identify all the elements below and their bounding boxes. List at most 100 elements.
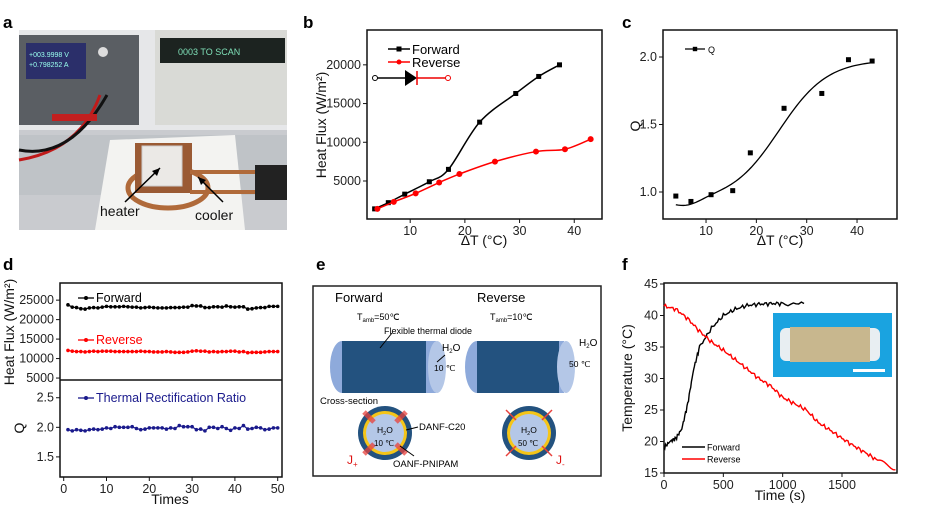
f-xtick-label: 1500 — [828, 478, 856, 492]
d-legend-marker — [84, 396, 88, 400]
d-point — [215, 350, 220, 354]
d-top-ytick-label: 5000 — [26, 371, 54, 385]
d-point — [138, 306, 143, 310]
d-point — [207, 350, 212, 354]
b-ytick-label: 5000 — [333, 174, 361, 188]
d-point — [233, 349, 237, 353]
d-xtick-label: 30 — [185, 482, 199, 496]
d-point — [271, 349, 276, 354]
d-legend-label: Thermal Rectification Ratio — [96, 391, 246, 405]
d-point — [104, 426, 109, 430]
d-top-ytick-label: 25000 — [19, 293, 54, 307]
d-point — [271, 304, 276, 309]
c-point-q — [869, 58, 875, 64]
d-point — [271, 426, 276, 430]
chart-c: 10 20 30 40 1.0 1.5 2.0 Q — [640, 29, 898, 238]
d-point — [258, 305, 263, 310]
c-point-q — [845, 57, 851, 63]
d-point — [250, 350, 254, 355]
f-ytick-label: 25 — [644, 403, 658, 417]
d-point — [160, 426, 164, 430]
d-point — [267, 427, 271, 431]
d-point — [203, 349, 207, 353]
d-legend-marker — [84, 338, 88, 342]
d-point — [83, 307, 87, 311]
b-point-reverse — [436, 179, 443, 186]
d-point — [117, 304, 122, 309]
d-point — [198, 349, 203, 353]
d-point — [168, 305, 173, 310]
d-point — [126, 425, 130, 430]
d-xlabel: Times — [151, 491, 189, 507]
panel-label-b: b — [303, 13, 313, 32]
d-point — [215, 304, 220, 309]
d-point — [181, 350, 186, 355]
d-point — [104, 304, 109, 309]
d-point — [194, 304, 199, 308]
d-point — [121, 425, 126, 430]
d-point — [151, 350, 156, 354]
d-point — [254, 350, 259, 355]
d-point — [258, 426, 263, 430]
d-point — [254, 306, 259, 310]
d-top-ytick-label: 20000 — [19, 313, 54, 327]
b-point-reverse — [412, 190, 419, 197]
d-point — [190, 349, 194, 353]
d-point — [220, 349, 224, 354]
d-point — [113, 304, 117, 309]
d-point — [138, 349, 143, 353]
f-inset-tube-body — [790, 327, 870, 362]
d-point — [186, 350, 190, 354]
d-point — [113, 424, 117, 429]
d-point — [173, 426, 177, 431]
display-scan: 0003 TO SCAN — [178, 47, 240, 57]
d-point — [91, 305, 96, 310]
c-point-q — [708, 192, 714, 198]
d-point — [147, 305, 152, 309]
panel-label-e: e — [316, 255, 325, 274]
panel-e-diagram: Forward Reverse Tamb=50℃ Tamb=10℃ Flexib… — [312, 285, 602, 477]
b-ytick-label: 15000 — [326, 97, 361, 111]
b-xtick-label: 40 — [567, 224, 581, 238]
e-j-minus: J- — [556, 453, 565, 469]
d-point — [108, 349, 113, 353]
d-point — [173, 305, 177, 310]
d-point — [233, 305, 237, 309]
d-point — [113, 349, 117, 354]
d-point — [96, 427, 100, 432]
d-point — [245, 350, 250, 355]
c-legend-marker — [692, 46, 698, 52]
b-point-reverse — [456, 171, 463, 178]
e-j-plus: J+ — [347, 453, 358, 469]
d-ylabel-top: Heat Flux (W/m²) — [1, 279, 17, 386]
b-point-forward — [513, 90, 519, 96]
d-point — [138, 427, 143, 432]
d-point — [134, 349, 139, 354]
d-point — [211, 425, 216, 430]
d-point — [220, 424, 224, 429]
d-point — [66, 348, 70, 353]
d-point — [186, 424, 190, 429]
c-ytick-label: 1.0 — [640, 185, 657, 199]
d-point — [198, 427, 203, 431]
e-reverse-title: Reverse — [477, 290, 525, 305]
d-bottom-ytick-label: 2.5 — [37, 391, 54, 405]
c-plot-frame — [662, 29, 898, 220]
f-xtick-label: 1000 — [769, 478, 797, 492]
d-xtick-label: 50 — [271, 482, 285, 496]
d-point — [237, 426, 241, 431]
d-top-ytick-label: 15000 — [19, 332, 54, 346]
b-xtick-label: 20 — [458, 224, 472, 238]
d-point — [70, 429, 75, 433]
e-cross-section: Cross-section — [320, 396, 378, 407]
d-point — [79, 306, 83, 311]
d-point — [241, 304, 246, 309]
d-point — [156, 350, 160, 354]
f-ytick-label: 40 — [644, 309, 658, 323]
b-plot-frame — [366, 29, 603, 220]
d-xtick-label: 20 — [142, 482, 156, 496]
d-point — [130, 305, 134, 309]
b-point-reverse — [587, 136, 594, 143]
d-point — [203, 305, 207, 310]
